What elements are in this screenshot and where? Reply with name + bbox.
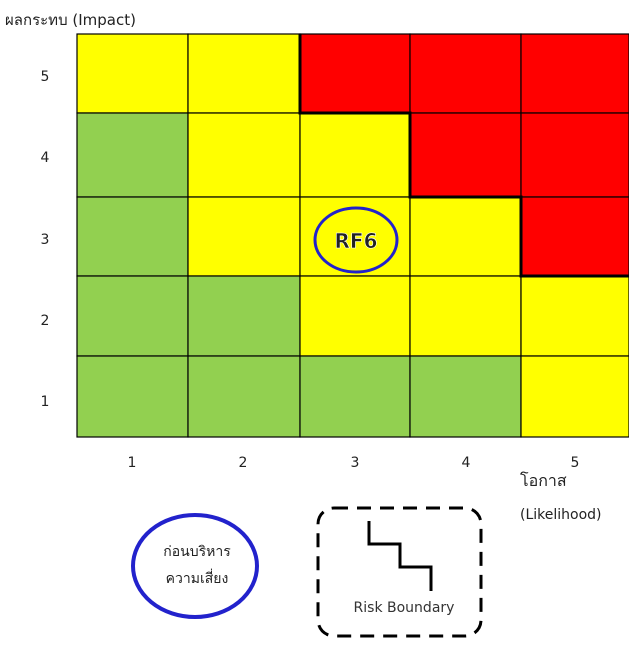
x-axis-subtitle: (Likelihood) bbox=[520, 507, 602, 523]
matrix-cell-impact-1-likelihood-5 bbox=[520, 355, 629, 438]
matrix-cell-impact-4-likelihood-2 bbox=[187, 112, 301, 198]
matrix-cell-impact-3-likelihood-3 bbox=[299, 196, 411, 277]
legend-before-label-line1: ก่อนบริหาร bbox=[163, 544, 231, 560]
matrix-cell-impact-3-likelihood-5 bbox=[520, 196, 629, 277]
matrix-cell-impact-1-likelihood-1 bbox=[76, 355, 189, 438]
x-tick-1: 1 bbox=[127, 455, 137, 471]
matrix-cell-impact-3-likelihood-2 bbox=[187, 196, 301, 277]
legend-boundary-step-icon bbox=[367, 521, 433, 591]
x-axis-title: โอกาส bbox=[520, 471, 567, 490]
matrix-cell-impact-4-likelihood-4 bbox=[409, 112, 522, 198]
matrix-cell-impact-2-likelihood-4 bbox=[409, 275, 522, 357]
legend-boundary-box bbox=[316, 506, 483, 638]
matrix-cell-impact-5-likelihood-4 bbox=[409, 33, 522, 114]
matrix-cell-impact-1-likelihood-4 bbox=[409, 355, 522, 438]
legend-boundary-label: Risk Boundary bbox=[354, 600, 455, 616]
matrix-cell-impact-5-likelihood-5 bbox=[520, 33, 629, 114]
matrix-cell-impact-5-likelihood-2 bbox=[187, 33, 301, 114]
x-tick-3: 3 bbox=[350, 455, 360, 471]
legend-before-circle bbox=[131, 513, 259, 619]
matrix-cell-impact-2-likelihood-5 bbox=[520, 275, 629, 357]
legend-before-label-line2: ความเสี่ยง bbox=[166, 569, 229, 587]
y-tick-3: 3 bbox=[40, 232, 50, 248]
matrix-cell-impact-4-likelihood-3 bbox=[299, 112, 411, 198]
matrix-cell-impact-2-likelihood-3 bbox=[299, 275, 411, 357]
matrix-cell-impact-5-likelihood-1 bbox=[76, 33, 189, 114]
matrix-cell-impact-2-likelihood-2 bbox=[187, 275, 301, 357]
x-tick-5: 5 bbox=[570, 455, 580, 471]
x-tick-4: 4 bbox=[461, 455, 471, 471]
y-tick-1: 1 bbox=[40, 394, 50, 410]
matrix-cell-impact-1-likelihood-2 bbox=[187, 355, 301, 438]
x-tick-2: 2 bbox=[238, 455, 248, 471]
y-tick-5: 5 bbox=[40, 69, 50, 85]
matrix-cell-impact-3-likelihood-4 bbox=[409, 196, 522, 277]
matrix-cell-impact-2-likelihood-1 bbox=[76, 275, 189, 357]
y-axis-title: ผลกระทบ (Impact) bbox=[5, 11, 136, 29]
matrix-cell-impact-4-likelihood-1 bbox=[76, 112, 189, 198]
rf6-marker-label: RF6 bbox=[335, 229, 378, 253]
y-tick-4: 4 bbox=[40, 150, 50, 166]
matrix-cell-impact-1-likelihood-3 bbox=[299, 355, 411, 438]
matrix-cell-impact-5-likelihood-3 bbox=[299, 33, 411, 114]
rf6-marker-ellipse bbox=[313, 206, 399, 274]
y-tick-2: 2 bbox=[40, 313, 50, 329]
matrix-cell-impact-4-likelihood-5 bbox=[520, 112, 629, 198]
risk-boundary-line bbox=[298, 34, 629, 278]
matrix-cell-impact-3-likelihood-1 bbox=[76, 196, 189, 277]
